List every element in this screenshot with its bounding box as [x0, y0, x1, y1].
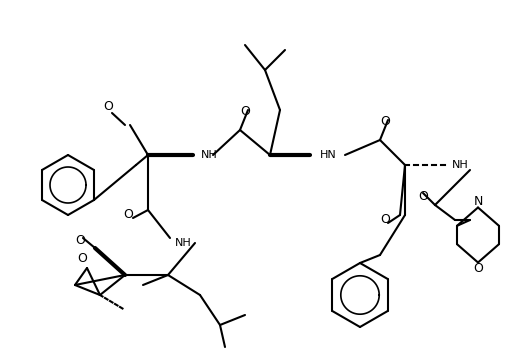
Text: O: O [417, 191, 427, 203]
Text: O: O [379, 115, 389, 128]
Text: HN: HN [319, 150, 336, 160]
Text: O: O [123, 209, 133, 221]
Text: NH: NH [200, 150, 217, 160]
Text: NH: NH [175, 238, 191, 248]
Text: O: O [239, 106, 249, 119]
Text: O: O [77, 251, 87, 264]
Text: O: O [379, 214, 389, 227]
Text: O: O [75, 233, 85, 246]
Text: O: O [472, 262, 482, 275]
Text: O: O [103, 101, 113, 114]
Text: NH: NH [451, 160, 468, 170]
Text: N: N [472, 195, 482, 208]
